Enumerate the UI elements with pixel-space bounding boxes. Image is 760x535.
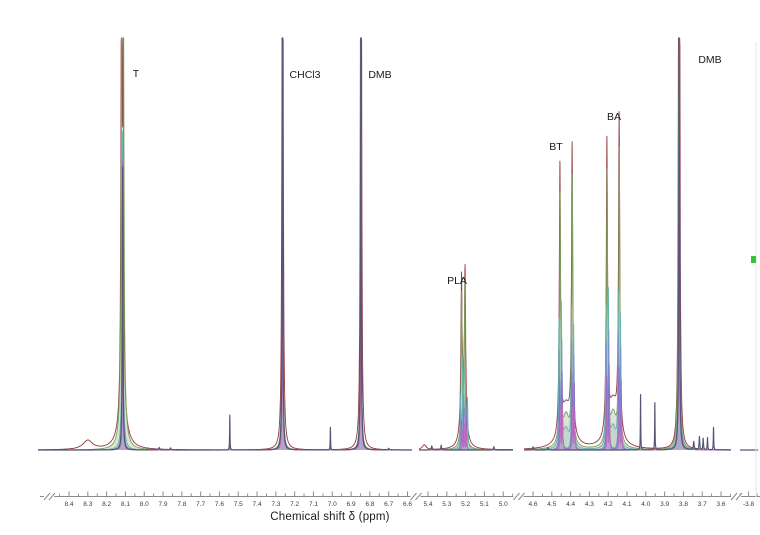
tick-label: 8.2 <box>102 501 111 508</box>
trace-fill-violet <box>38 38 412 450</box>
tick-label: 7.2 <box>290 501 299 508</box>
tick-label: 6.6 <box>403 501 412 508</box>
peak-label-BT: BT <box>549 141 563 153</box>
tick-label: 3.7 <box>698 501 707 508</box>
trace-fill-magenta <box>38 40 412 450</box>
axis-break-mark <box>415 492 422 501</box>
tick-label: 8.0 <box>140 501 149 508</box>
trace-overlay-dark <box>524 37 731 451</box>
axis-break-mark <box>513 492 520 501</box>
tick-label: 7.0 <box>328 501 337 508</box>
tick-label: 7.8 <box>177 501 186 508</box>
trace-fill-violet <box>524 38 731 450</box>
trace-fill-teal <box>524 38 731 450</box>
axis-break-gap <box>513 494 524 499</box>
tick-label: 7.3 <box>271 501 280 508</box>
trace-magenta <box>524 39 731 451</box>
tick-label: 5.0 <box>499 501 508 508</box>
trace-fill-blue <box>524 38 731 450</box>
trace-magenta <box>38 39 413 451</box>
tick-label: 4.5 <box>547 501 556 508</box>
peak-label-DMB-right: DMB <box>698 54 721 66</box>
peak-label-BA: BA <box>607 111 621 123</box>
tick-label: 4.1 <box>623 501 632 508</box>
axis-break-gap <box>44 494 54 499</box>
axis-break-mark <box>730 492 738 501</box>
peak-label-CHCl3: CHCl3 <box>290 69 321 81</box>
axis-break-mark <box>410 492 417 501</box>
peak-label-PLA: PLA <box>447 275 467 287</box>
axis-break-mark <box>735 492 743 501</box>
axis-break-mark <box>518 492 525 501</box>
trace-overlay-dark <box>419 444 514 451</box>
tick-label: 6.8 <box>365 501 374 508</box>
tick-label: 5.4 <box>424 501 433 508</box>
tick-label: 7.7 <box>196 501 205 508</box>
tick-label: 5.1 <box>480 501 489 508</box>
tick-label: 4.4 <box>566 501 575 508</box>
trace-fill-magenta <box>524 40 731 450</box>
axis-break-mark <box>48 492 56 501</box>
side-green-marker <box>751 256 756 263</box>
x-axis-title: Chemical shift δ (ppm) <box>270 511 390 523</box>
tick-label: 7.6 <box>215 501 224 508</box>
tick-label: 7.5 <box>234 501 243 508</box>
tick-label: 3.9 <box>660 501 669 508</box>
trace-overlay-dark <box>38 37 413 451</box>
trace-teal <box>524 37 731 451</box>
tick-label: 7.9 <box>159 501 168 508</box>
trace-teal <box>38 37 413 451</box>
trace-violet <box>38 37 413 451</box>
axis-break-gap <box>731 494 741 499</box>
tick-label: 4.0 <box>641 501 650 508</box>
tick-label: 4.2 <box>604 501 613 508</box>
tick-label: 4.6 <box>529 501 538 508</box>
trace-dark-red <box>38 37 413 451</box>
trace-green <box>38 37 413 451</box>
tick-label: 6.7 <box>384 501 393 508</box>
trace-green <box>524 37 731 451</box>
tick-label: -3.8 <box>743 501 755 508</box>
trace-fill-green <box>524 38 731 450</box>
trace-dark-red <box>524 37 731 451</box>
axis-break-gap <box>410 494 421 499</box>
trace-blue <box>524 37 731 451</box>
tick-label: 6.9 <box>347 501 356 508</box>
tick-label: 3.6 <box>717 501 726 508</box>
peak-label-DMB-left: DMB <box>368 69 391 81</box>
trace-fill-green <box>38 38 412 450</box>
tick-label: 8.4 <box>65 501 74 508</box>
tick-label: 5.2 <box>461 501 470 508</box>
tick-label: 8.3 <box>83 501 92 508</box>
tick-label: 7.4 <box>253 501 262 508</box>
tick-label: 8.1 <box>121 501 130 508</box>
tick-label: 7.1 <box>309 501 318 508</box>
axis-break-mark <box>43 492 51 501</box>
trace-violet <box>524 37 731 451</box>
tick-label: 3.8 <box>679 501 688 508</box>
trace-blue <box>38 37 413 451</box>
trace-fill-teal <box>38 38 412 450</box>
tick-label: 5.3 <box>442 501 451 508</box>
tick-label: 4.3 <box>585 501 594 508</box>
trace-fill-blue <box>38 38 412 450</box>
peak-label-T: T <box>133 68 140 80</box>
